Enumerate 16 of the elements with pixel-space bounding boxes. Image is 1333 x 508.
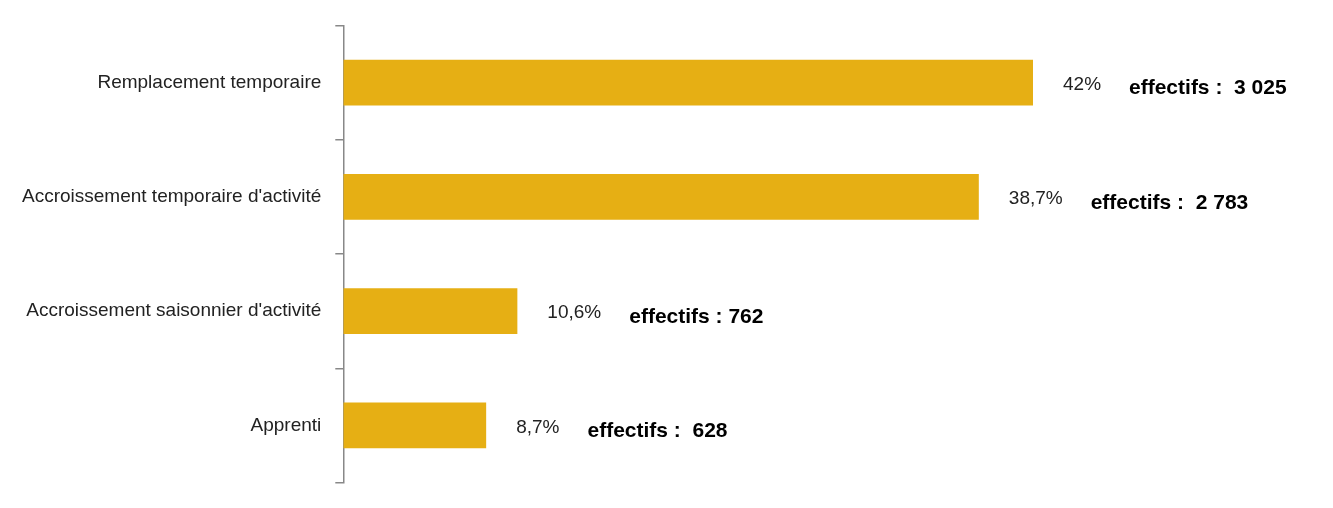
text: effectifs : 3 025 (1129, 75, 1287, 99)
data-label: 10,6% (547, 301, 602, 323)
bar (343, 59, 1033, 106)
y-tick-label: Apprenti (250, 413, 322, 435)
bar (343, 288, 518, 335)
y-tick-label: Accroissement temporaire d'activité (22, 185, 322, 207)
annotation: effectifs : 762 (629, 303, 764, 327)
data-label: 42% (1063, 72, 1102, 94)
y-tick-label: Remplacement temporaire (97, 70, 322, 92)
bar (343, 402, 487, 449)
data-label: 8,7% (516, 415, 560, 437)
y-tick-label: Accroissement saisonnier d'activité (26, 299, 322, 321)
data-label: 38,7% (1008, 187, 1063, 209)
text: effectifs : 2 783 (1090, 189, 1249, 213)
annotation: effectifs : 628 (587, 418, 728, 442)
bar (343, 173, 979, 220)
